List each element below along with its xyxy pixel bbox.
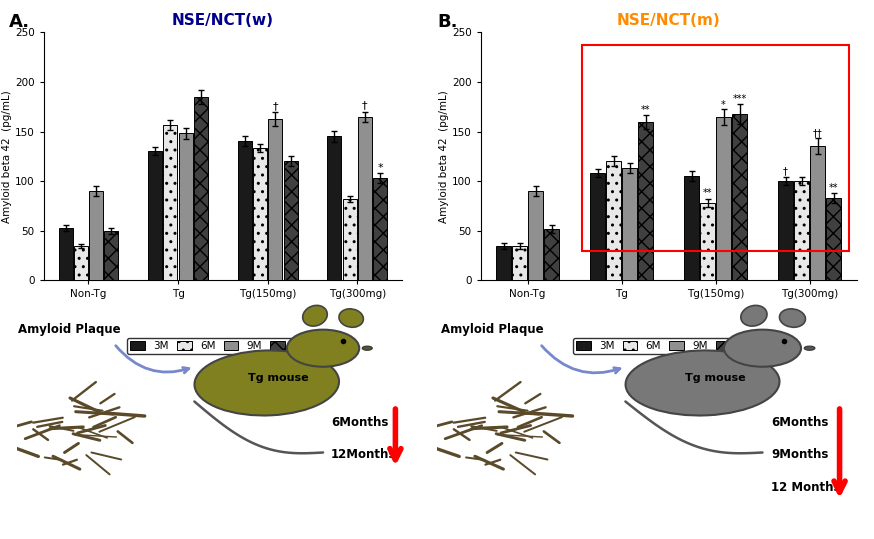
Legend: 3M, 6M, 9M, 12M: 3M, 6M, 9M, 12M <box>127 338 319 355</box>
Ellipse shape <box>339 309 364 327</box>
Text: Tg mouse: Tg mouse <box>248 374 309 383</box>
Bar <box>253 148 267 280</box>
Bar <box>496 246 511 280</box>
Bar <box>590 173 605 280</box>
Bar <box>194 97 208 280</box>
Bar <box>528 191 543 280</box>
Bar <box>794 181 809 280</box>
Ellipse shape <box>195 350 339 416</box>
Text: 9Months: 9Months <box>771 448 829 461</box>
Title: NSE/NCT(w): NSE/NCT(w) <box>172 13 274 29</box>
Bar <box>328 136 342 280</box>
Text: Amyloid Plaque: Amyloid Plaque <box>18 323 121 336</box>
Bar <box>684 176 699 280</box>
Bar <box>810 147 825 280</box>
Bar <box>778 181 793 280</box>
Bar <box>716 116 731 280</box>
Bar <box>59 227 73 280</box>
Text: *: * <box>378 163 383 173</box>
Bar <box>163 125 177 280</box>
Bar <box>512 246 527 280</box>
Text: *: * <box>721 100 726 110</box>
Bar <box>373 178 387 280</box>
Y-axis label: Amyloid beta 42  (pg/mL): Amyloid beta 42 (pg/mL) <box>2 90 12 223</box>
Text: ††: †† <box>813 128 822 139</box>
Bar <box>268 119 282 280</box>
Text: 12 Months: 12 Months <box>771 481 841 494</box>
Text: †: † <box>362 100 368 110</box>
Bar <box>607 161 621 280</box>
Bar <box>74 246 88 280</box>
Bar <box>238 141 252 280</box>
Bar <box>104 231 118 280</box>
Y-axis label: Amyloid beta 42  (pg/mL): Amyloid beta 42 (pg/mL) <box>439 90 449 223</box>
Bar <box>700 203 715 280</box>
Text: B.: B. <box>437 13 457 31</box>
Bar <box>149 151 163 280</box>
Text: †: † <box>273 102 278 112</box>
Text: **: ** <box>829 183 838 193</box>
Bar <box>582 45 849 251</box>
Text: Tg mouse: Tg mouse <box>685 374 746 383</box>
Bar <box>357 116 371 280</box>
Bar <box>89 191 103 280</box>
Text: 6Months: 6Months <box>331 416 388 429</box>
Text: ***: *** <box>732 94 746 103</box>
Bar <box>732 114 747 280</box>
Bar <box>638 122 653 280</box>
Bar <box>178 134 192 280</box>
Bar <box>343 199 357 280</box>
Text: †: † <box>783 166 788 176</box>
Ellipse shape <box>780 309 806 327</box>
Text: **: ** <box>703 188 712 198</box>
Text: **: ** <box>641 105 650 115</box>
Ellipse shape <box>302 306 327 326</box>
Ellipse shape <box>741 306 767 326</box>
Text: Amyloid Plaque: Amyloid Plaque <box>441 323 544 336</box>
Ellipse shape <box>724 330 801 367</box>
Legend: 3M, 6M, 9M, 12M: 3M, 6M, 9M, 12M <box>572 338 765 355</box>
Bar <box>826 198 841 280</box>
Bar <box>283 161 297 280</box>
Ellipse shape <box>626 350 780 416</box>
Bar <box>545 229 559 280</box>
Ellipse shape <box>287 330 359 367</box>
Ellipse shape <box>362 346 372 350</box>
Title: NSE/NCT(m): NSE/NCT(m) <box>617 13 720 29</box>
Text: 6Months: 6Months <box>771 416 829 429</box>
Text: 12Months: 12Months <box>331 448 397 461</box>
Bar <box>622 168 637 280</box>
Text: A.: A. <box>9 13 30 31</box>
Ellipse shape <box>804 346 815 350</box>
